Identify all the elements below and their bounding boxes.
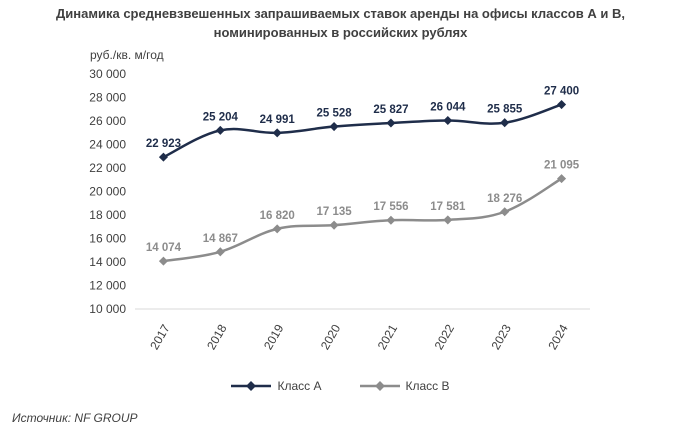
chart-title: Динамика средневзвешенных запрашиваемых … [0,4,681,42]
data-label: 18 276 [487,193,522,205]
x-tick-label: 2018 [204,322,230,352]
data-point [215,125,225,135]
y-tick-label: 30 000 [89,67,126,81]
data-label: 22 923 [146,138,181,150]
y-tick-label: 18 000 [89,208,126,222]
chart-title-line1: Динамика средневзвешенных запрашиваемых … [56,6,625,21]
data-label: 17 135 [316,206,352,218]
y-tick-label: 20 000 [89,185,126,199]
y-tick-label: 24 000 [89,138,126,152]
data-point [557,100,567,110]
legend-item-class-b: Класс В [359,379,450,393]
legend-item-class-a: Класс А [231,379,322,393]
y-tick-label: 10 000 [89,302,126,316]
data-label: 25 827 [373,104,408,116]
x-tick-label: 2021 [375,322,401,352]
data-label: 14 074 [146,242,182,254]
y-axis-label: руб./кв. м/год [90,48,164,62]
chart-title-line2: номинированных в российских рублях [213,25,468,40]
data-label: 17 556 [373,201,408,213]
y-tick-label: 12 000 [89,279,126,293]
x-tick-label: 2023 [488,322,514,352]
data-point [158,152,168,162]
source-note: Источник: NF GROUP [12,411,138,425]
data-point [386,118,396,128]
line-chart: 10 000 12 000 14 000 16 000 18 000 20 000 22 0… [89,67,590,352]
legend-swatch-class-a [231,381,272,391]
y-tick-label: 28 000 [89,91,126,105]
data-point [500,118,510,128]
y-tick-label: 14 000 [89,255,126,269]
data-point [272,128,282,138]
data-point [272,224,282,234]
x-tick-label: 2019 [261,322,287,352]
data-label: 17 581 [430,201,466,213]
x-tick-label: 2020 [318,322,344,352]
x-tick-label: 2017 [147,322,173,352]
series-line-class-b [163,177,563,263]
data-label: 25 855 [487,104,523,116]
y-tick-label: 22 000 [89,161,126,175]
y-tick-label: 26 000 [89,114,126,128]
data-label: 26 044 [430,101,466,113]
data-label: 25 204 [203,111,239,123]
data-label: 16 820 [260,210,295,222]
legend: Класс А Класс В [0,379,681,393]
data-point [158,256,168,266]
data-label: 21 095 [544,160,580,172]
data-point [329,220,339,230]
data-label: 14 867 [203,233,238,245]
legend-label-class-a: Класс А [277,379,322,393]
data-point [329,122,339,132]
data-label: 27 400 [544,86,579,98]
legend-label-class-b: Класс В [405,379,450,393]
data-point [215,247,225,257]
data-label: 25 528 [316,108,352,120]
x-tick-label: 2024 [545,322,571,352]
data-point [443,115,453,126]
data-label: 24 991 [260,114,296,126]
data-point [500,207,510,217]
x-tick-label: 2022 [432,322,458,352]
series-line-class-a [162,103,562,159]
data-point [443,215,453,225]
data-point [386,215,396,225]
y-tick-label: 16 000 [89,232,126,246]
legend-swatch-class-b [359,381,400,391]
